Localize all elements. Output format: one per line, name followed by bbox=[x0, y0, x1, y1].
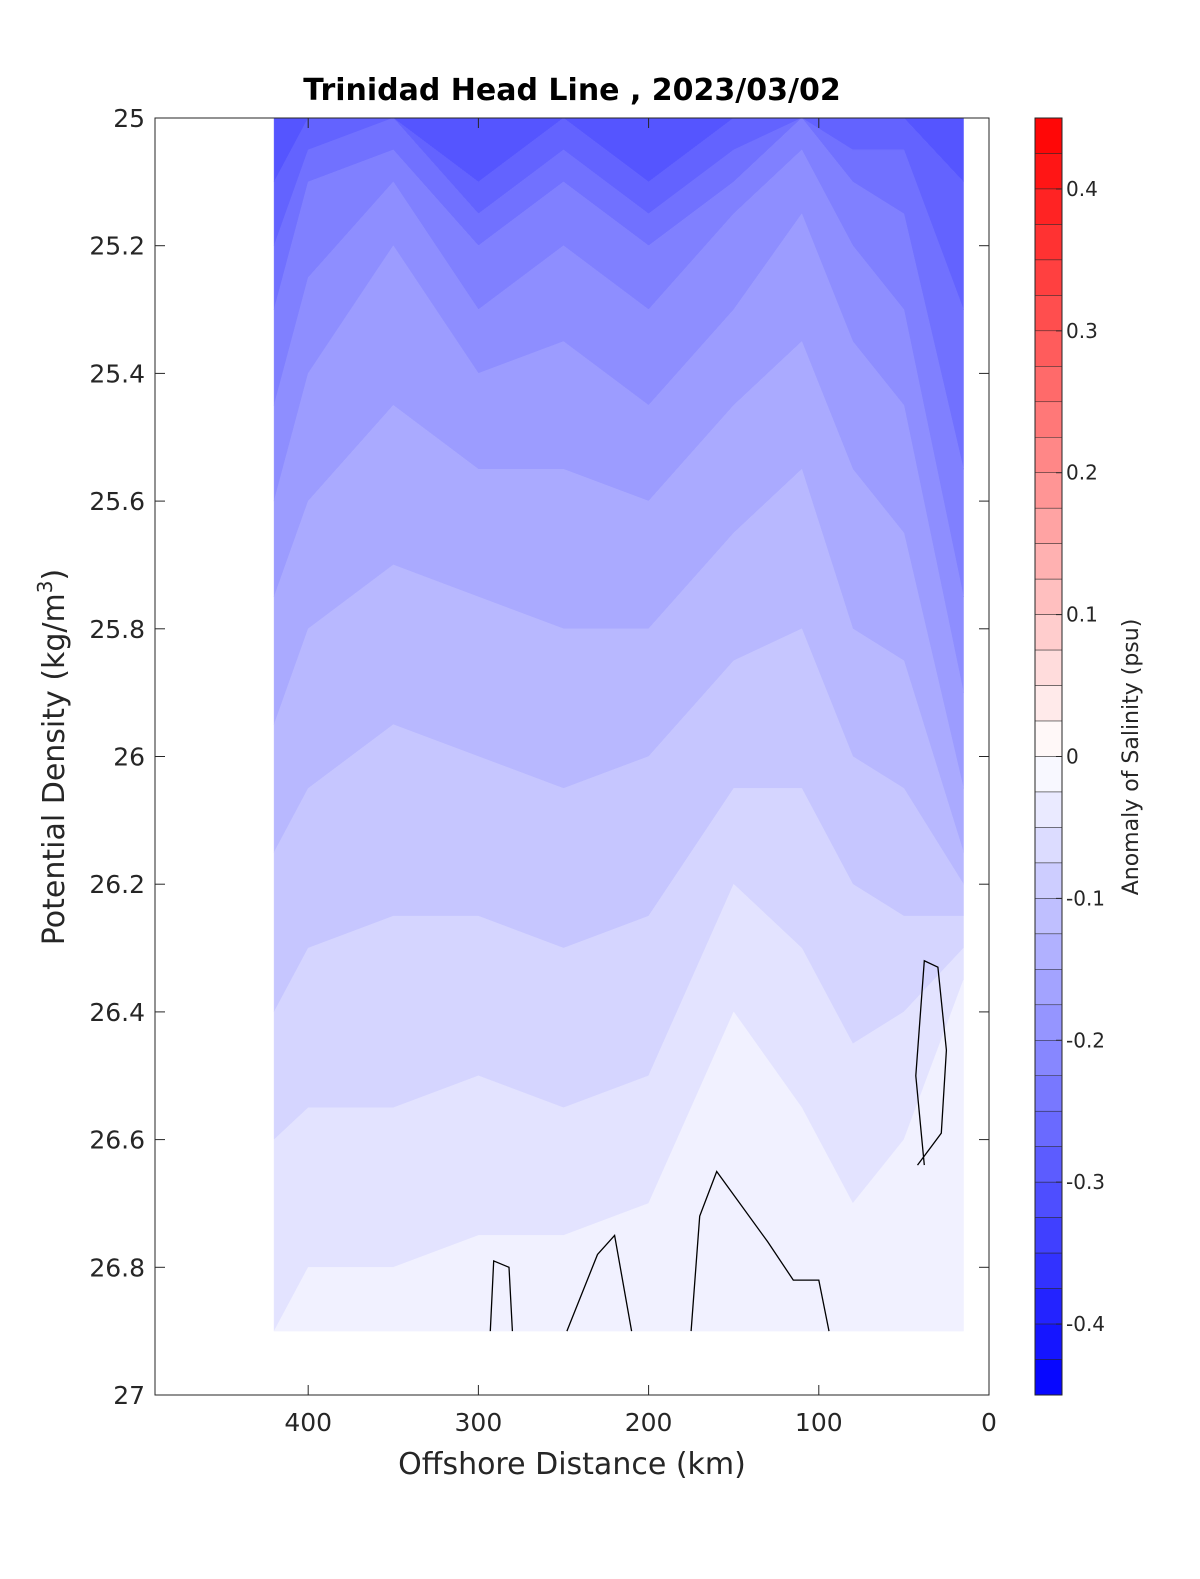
colorbar-cell bbox=[1034, 1217, 1063, 1254]
colorbar-cell bbox=[1034, 153, 1063, 190]
colorbar-cell bbox=[1034, 437, 1063, 473]
colorbar-tick-label: -0.4 bbox=[1066, 1312, 1105, 1336]
x-axis-ticks: 400 300 200 100 0 bbox=[284, 118, 997, 1437]
y-tick-label: 25.8 bbox=[89, 615, 145, 644]
colorbar-tick-label: -0.1 bbox=[1066, 886, 1105, 910]
y-tick-label: 26.6 bbox=[89, 1126, 145, 1155]
colorbar-cell bbox=[1034, 720, 1063, 757]
colorbar-tick-label: 0.3 bbox=[1066, 319, 1098, 343]
colorbar-cells bbox=[1034, 117, 1063, 1396]
y-tick-label: 26.2 bbox=[89, 870, 145, 899]
y-tick-label: 27 bbox=[113, 1381, 145, 1410]
colorbar-cell bbox=[1034, 330, 1063, 367]
chart-title: Trinidad Head Line , 2023/03/02 bbox=[303, 73, 840, 108]
colorbar: 0.4 0.3 0.2 0.1 0 -0.1 -0.2 -0.3 -0.4 bbox=[1034, 117, 1105, 1396]
colorbar-cell bbox=[1034, 188, 1063, 225]
colorbar-cell bbox=[1034, 1075, 1063, 1112]
y-tick-label: 26.4 bbox=[89, 998, 145, 1027]
colorbar-cell bbox=[1034, 578, 1063, 615]
colorbar-cell bbox=[1034, 1252, 1063, 1289]
y-axis-label: Potential Density (kg/m3) bbox=[33, 569, 72, 945]
colorbar-cell bbox=[1034, 614, 1063, 651]
x-tick-label: 200 bbox=[625, 1408, 673, 1437]
y-tick-label: 26.8 bbox=[89, 1253, 145, 1282]
y-axis-label-close: ) bbox=[37, 569, 72, 581]
colorbar-cell bbox=[1034, 1110, 1063, 1147]
colorbar-cell bbox=[1034, 1359, 1063, 1396]
colorbar-tick-label: 0 bbox=[1066, 745, 1079, 769]
colorbar-cell bbox=[1034, 827, 1063, 864]
colorbar-cell bbox=[1034, 969, 1063, 1006]
plot-area bbox=[154, 117, 990, 1396]
anomaly-bands bbox=[273, 117, 964, 1332]
colorbar-cell bbox=[1034, 366, 1063, 403]
y-axis-label-superscript: 3 bbox=[33, 580, 57, 593]
colorbar-tick-label: 0.4 bbox=[1066, 177, 1098, 201]
y-tick-label: 26 bbox=[113, 743, 145, 772]
y-axis-label-main: Potential Density (kg/m bbox=[37, 593, 72, 945]
x-tick-label: 100 bbox=[795, 1408, 843, 1437]
colorbar-cell bbox=[1034, 1004, 1063, 1041]
y-tick-label: 25 bbox=[113, 104, 145, 133]
x-tick-label: 0 bbox=[981, 1408, 997, 1437]
y-tick-label: 25.6 bbox=[89, 487, 145, 516]
zero-contour-line bbox=[566, 1233, 633, 1332]
zero-contours bbox=[489, 959, 948, 1332]
colorbar-cell bbox=[1034, 1288, 1063, 1325]
colorbar-cell bbox=[1034, 862, 1063, 899]
colorbar-tick-label: 0.1 bbox=[1066, 603, 1098, 627]
colorbar-cell bbox=[1034, 1040, 1063, 1077]
colorbar-cell bbox=[1034, 1146, 1063, 1183]
y-tick-label: 25.4 bbox=[89, 359, 145, 388]
x-axis-label: Offshore Distance (km) bbox=[398, 1447, 746, 1482]
colorbar-cell bbox=[1034, 756, 1063, 793]
colorbar-cell bbox=[1034, 295, 1063, 332]
colorbar-cell bbox=[1034, 401, 1063, 438]
colorbar-tick-label: 0.2 bbox=[1066, 461, 1098, 485]
colorbar-cell bbox=[1034, 259, 1063, 296]
colorbar-cell bbox=[1034, 1181, 1063, 1218]
colorbar-cell bbox=[1034, 543, 1063, 580]
colorbar-cell bbox=[1034, 1323, 1063, 1360]
y-axis-ticks: 25 25.2 25.4 25.6 25.8 26 26.2 26.4 26.6 26.8 27 bbox=[89, 104, 989, 1410]
x-tick-label: 300 bbox=[455, 1408, 503, 1437]
zero-contour-line bbox=[915, 959, 948, 1166]
y-tick-label: 25.2 bbox=[89, 232, 145, 261]
colorbar-ticks: 0.4 0.3 0.2 0.1 0 -0.1 -0.2 -0.3 -0.4 bbox=[1056, 177, 1105, 1336]
colorbar-cell bbox=[1034, 507, 1063, 544]
colorbar-tick-label: -0.2 bbox=[1066, 1028, 1105, 1052]
colorbar-tick-label: -0.3 bbox=[1066, 1170, 1105, 1194]
colorbar-cell bbox=[1034, 224, 1063, 261]
colorbar-cell bbox=[1034, 898, 1063, 935]
colorbar-cell bbox=[1034, 117, 1063, 154]
zero-contour-line bbox=[489, 1259, 514, 1332]
colorbar-cell bbox=[1034, 933, 1063, 970]
colorbar-cell bbox=[1034, 472, 1063, 509]
anomaly-band bbox=[273, 979, 964, 1332]
x-tick-label: 400 bbox=[284, 1408, 332, 1437]
colorbar-cell bbox=[1034, 791, 1063, 828]
colorbar-label: Anomaly of Salinity (psu) bbox=[1119, 619, 1144, 896]
colorbar-cell bbox=[1034, 685, 1063, 722]
zero-contour-line bbox=[690, 1170, 830, 1332]
colorbar-cell bbox=[1034, 649, 1063, 686]
